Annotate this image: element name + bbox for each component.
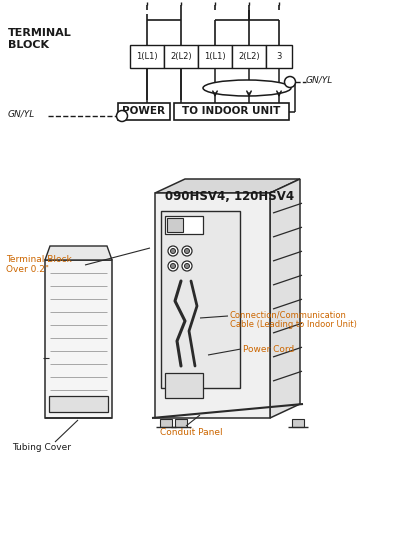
Bar (266, 45, 292, 68)
Bar (49, 396, 108, 412)
Text: GN/YL: GN/YL (306, 76, 333, 85)
Polygon shape (270, 179, 300, 418)
Polygon shape (155, 179, 300, 193)
Bar (161, 211, 240, 388)
Text: 2(L2): 2(L2) (238, 52, 260, 61)
Text: 1(L1): 1(L1) (136, 52, 158, 61)
Text: POWER: POWER (123, 107, 165, 116)
Bar (160, 419, 172, 427)
Text: Conduit Panel: Conduit Panel (160, 428, 223, 437)
Text: Over 0.2": Over 0.2" (6, 265, 49, 274)
Bar (165, 216, 203, 234)
Bar (232, 45, 266, 68)
Bar (292, 419, 304, 427)
Text: GN/YL: GN/YL (8, 109, 35, 118)
Bar (130, 45, 164, 68)
Circle shape (182, 261, 192, 271)
Bar (174, 103, 289, 120)
Bar (155, 193, 270, 418)
Bar (164, 45, 198, 68)
Bar (165, 373, 203, 398)
Text: BLOCK: BLOCK (8, 40, 49, 50)
Circle shape (184, 264, 190, 269)
Text: 090HSV4, 120HSV4: 090HSV4, 120HSV4 (165, 190, 294, 203)
Text: Connection/Communication: Connection/Communication (230, 310, 347, 319)
Bar (175, 419, 187, 427)
Circle shape (284, 77, 296, 87)
Text: Terminal Block: Terminal Block (6, 255, 72, 264)
Circle shape (184, 249, 190, 254)
Text: Cable (Leading to Indoor Unit): Cable (Leading to Indoor Unit) (230, 320, 357, 329)
Polygon shape (45, 246, 112, 260)
Circle shape (171, 264, 175, 269)
Circle shape (182, 246, 192, 256)
Circle shape (117, 110, 128, 122)
Text: TERMINAL: TERMINAL (8, 28, 72, 38)
Text: 1(L1): 1(L1) (204, 52, 226, 61)
Text: Tubing Cover: Tubing Cover (12, 443, 71, 452)
Circle shape (168, 261, 178, 271)
Text: Power Cord: Power Cord (243, 345, 294, 354)
Text: 3: 3 (276, 52, 282, 61)
Ellipse shape (203, 80, 291, 96)
Text: TO INDOOR UNIT: TO INDOOR UNIT (182, 107, 281, 116)
Bar (167, 218, 183, 232)
Circle shape (171, 249, 175, 254)
Circle shape (168, 246, 178, 256)
Text: 2(L2): 2(L2) (170, 52, 192, 61)
Bar (198, 45, 232, 68)
Bar (45, 260, 112, 418)
Bar (118, 103, 170, 120)
